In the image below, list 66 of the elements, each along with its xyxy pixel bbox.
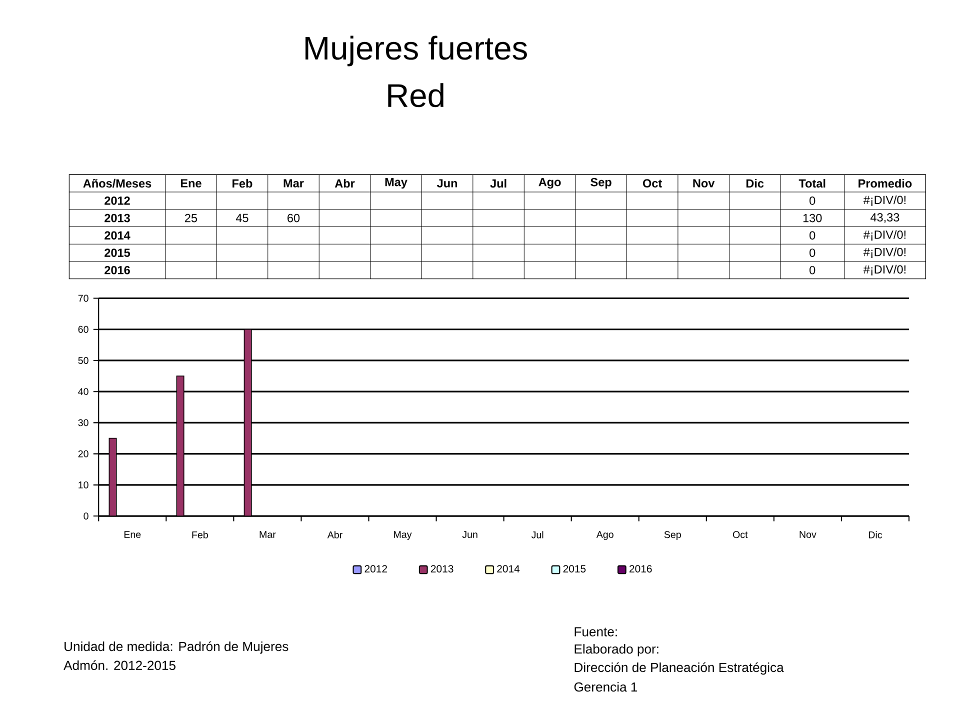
category-label: Feb xyxy=(232,178,252,188)
text: 2014 xyxy=(104,231,130,240)
x-tick-label: Sep xyxy=(664,530,681,540)
text: #¡DIV/0! xyxy=(863,264,906,276)
category-label: Sep xyxy=(590,178,612,188)
y-tick-label: 20 xyxy=(78,450,88,458)
y-tick-label: 70 xyxy=(78,294,88,302)
x-tick-label: Ago xyxy=(596,530,614,540)
x-tick-label: Oct xyxy=(733,530,748,538)
x-tick-label: Mar xyxy=(260,530,276,538)
category-label: May xyxy=(385,178,408,188)
text: 0 xyxy=(810,196,816,205)
y-tick-label: 10 xyxy=(78,481,88,488)
y-tick-label: 30 xyxy=(78,419,88,426)
text: 130 xyxy=(803,214,822,222)
text: #¡DIV/0! xyxy=(863,247,906,258)
category-label: Abr xyxy=(334,178,355,188)
category-label: Jun xyxy=(436,179,458,188)
text: Total xyxy=(798,178,826,188)
x-tick-label: Jun xyxy=(462,530,478,538)
legend-label: 2012 xyxy=(364,564,387,572)
x-tick-label: Abr xyxy=(327,530,342,538)
legend-label: 2013 xyxy=(430,564,454,572)
x-tick-label: May xyxy=(394,530,412,540)
text: 0 xyxy=(810,266,816,274)
text: 0 xyxy=(810,231,816,240)
category-label: Ago xyxy=(538,178,561,188)
text: #¡DIV/0! xyxy=(863,230,906,240)
y-tick-label: 60 xyxy=(78,326,88,333)
x-tick-label: Ene xyxy=(124,530,141,538)
text: 43,33 xyxy=(870,213,900,223)
legend-label: 2016 xyxy=(630,564,652,572)
text: 2013 xyxy=(104,214,130,222)
text: 45 xyxy=(236,214,248,222)
legend-label: 2015 xyxy=(563,564,586,572)
text: Admón. 2012-2015 xyxy=(64,660,176,670)
x-tick-label: Dic xyxy=(868,530,882,538)
text: 60 xyxy=(288,214,300,222)
x-tick-label: Feb xyxy=(192,530,208,538)
category-label: Mar xyxy=(284,179,304,188)
text: Años/Meses xyxy=(83,178,152,188)
text: Promedio xyxy=(858,178,912,188)
text: 0 xyxy=(810,248,816,257)
category-label: Ene xyxy=(180,179,202,188)
text: Gerencia 1 xyxy=(574,682,638,692)
x-tick-label: Jul xyxy=(531,530,544,538)
text: #¡DIV/0! xyxy=(863,195,906,206)
text: Dirección de Planeación Estratégica xyxy=(574,662,784,674)
category-label: Jul xyxy=(490,178,506,188)
text: 2012 xyxy=(104,196,130,205)
chart-title: Mujeres fuertes xyxy=(306,36,527,66)
category-label: Dic xyxy=(746,178,764,188)
legend-label: 2014 xyxy=(497,564,520,572)
y-tick-label: 40 xyxy=(78,388,88,395)
x-tick-label: Nov xyxy=(800,530,816,538)
text: Unidad de medida: Padrón de Mujeres xyxy=(64,641,288,654)
text: 2015 xyxy=(104,248,130,257)
category-label: Nov xyxy=(693,179,715,188)
text: 25 xyxy=(185,214,198,222)
text: 2016 xyxy=(104,266,130,274)
y-tick-label: 50 xyxy=(78,356,88,364)
source-note: Fuente: xyxy=(574,627,617,636)
y-tick-label: 0 xyxy=(84,512,88,520)
text: Elaborado por: xyxy=(574,644,658,656)
category-label: Oct xyxy=(643,178,662,188)
chart-subtitle: Red xyxy=(388,82,444,108)
